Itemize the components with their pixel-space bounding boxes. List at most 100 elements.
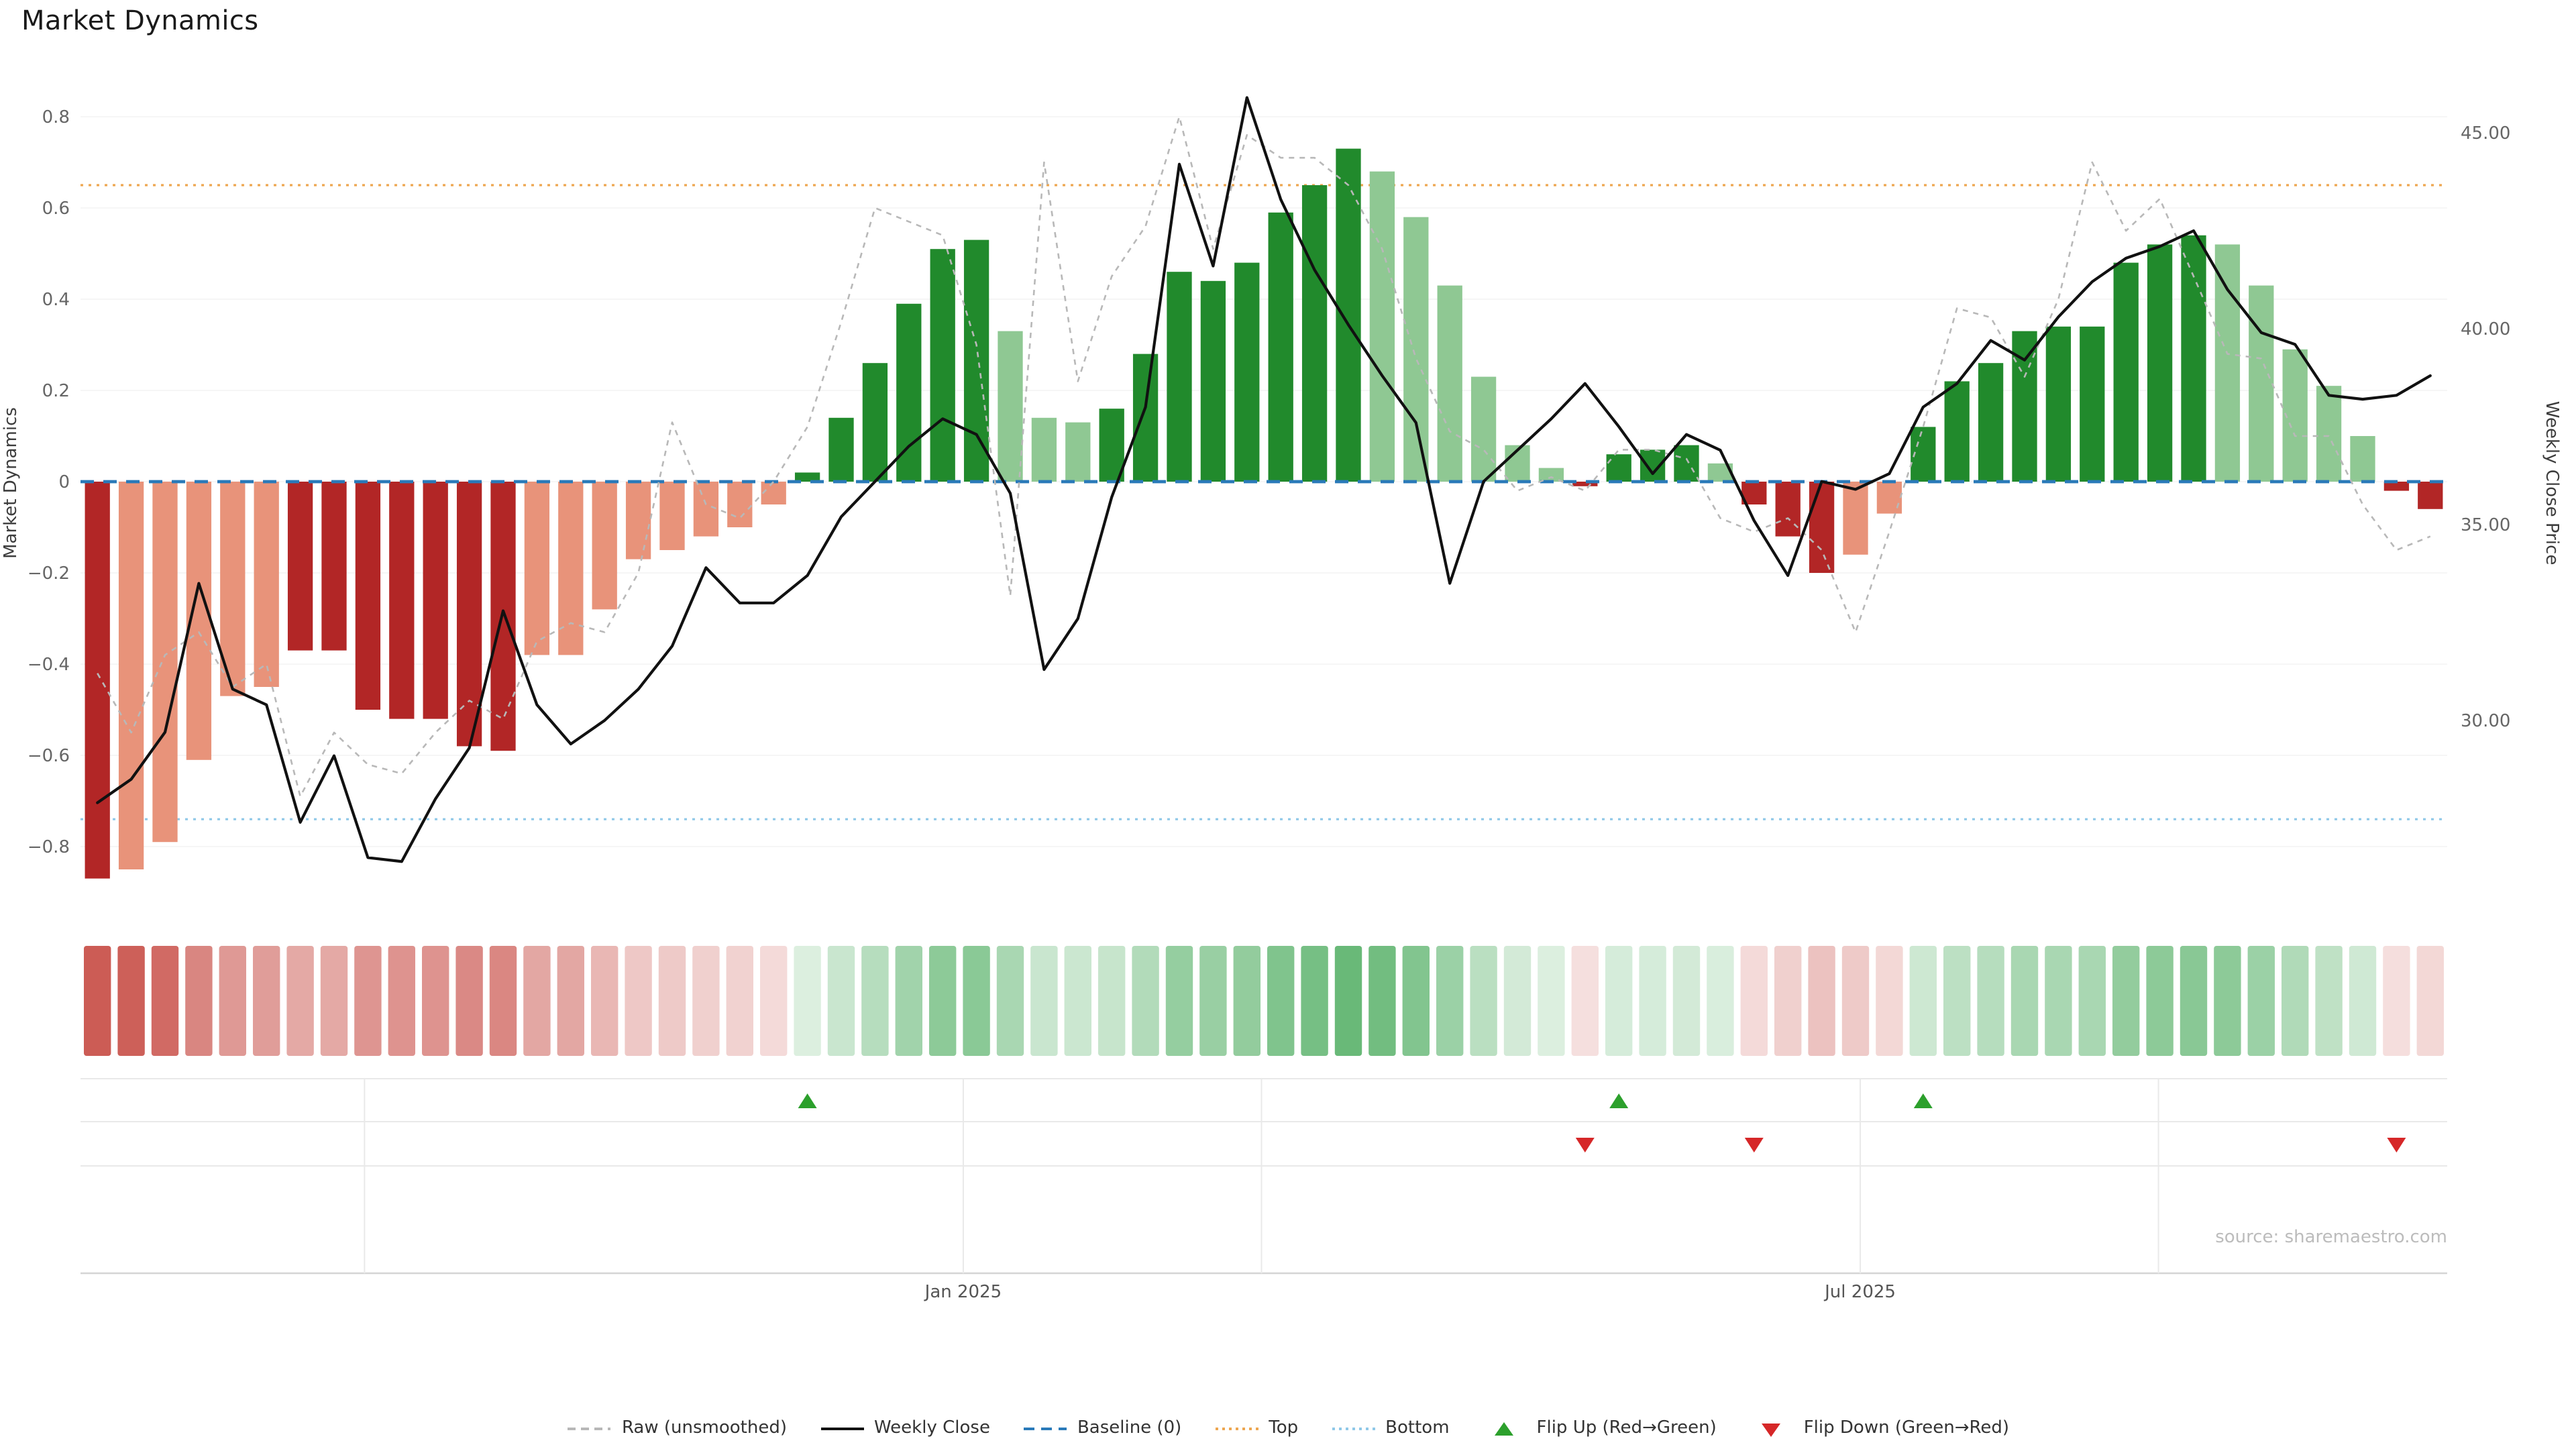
heatmap-cell — [861, 946, 889, 1056]
flip-up-marker — [1913, 1093, 1933, 1108]
dynamics-bar — [2316, 386, 2342, 482]
heatmap-cell — [658, 946, 686, 1056]
chart-legend: Raw (unsmoothed) Weekly Close Baseline (0)… — [0, 1418, 2576, 1438]
flip-up-icon — [1495, 1421, 1514, 1435]
dynamics-bar — [625, 482, 651, 559]
chart-canvas: 0.8 0.6 0.4 0.2 0 −0.2 −0.4 −0.6 −0.8 45.00 40.00 3… — [1, 96, 2562, 1302]
page-title: Market Dynamics — [21, 4, 259, 36]
dynamics-bar — [896, 303, 922, 482]
heatmap-cell — [388, 946, 415, 1056]
dynamics-bar — [1065, 422, 1091, 482]
legend-item-weekly-close: Weekly Close — [819, 1418, 990, 1438]
dynamics-bar — [321, 482, 347, 651]
dynamics-bar — [2418, 482, 2443, 509]
heatmap-cell — [354, 946, 382, 1056]
dynamics-bar — [1099, 409, 1124, 482]
dynamics-bar — [1538, 468, 1564, 482]
left-tick-label: −0.4 — [28, 655, 70, 675]
heatmap-cell — [726, 946, 753, 1056]
legend-item-flip-up: Flip Up (Red→Green) — [1482, 1418, 1717, 1438]
heatmap-cell — [760, 946, 788, 1056]
heatmap-cell — [1334, 946, 1362, 1056]
legend-label: Baseline (0) — [1077, 1418, 1182, 1438]
flip-up-marker — [798, 1093, 817, 1108]
legend-label: Raw (unsmoothed) — [621, 1418, 787, 1438]
dynamics-bar — [287, 482, 313, 651]
dynamics-bar — [152, 482, 178, 843]
heatmap-cell — [422, 946, 449, 1056]
dynamics-bar — [558, 482, 584, 655]
left-tick-label: −0.2 — [28, 564, 70, 584]
right-tick-label: 35.00 — [2461, 515, 2510, 535]
heatmap-cell — [1368, 946, 1396, 1056]
right-tick-label: 40.00 — [2461, 319, 2510, 339]
heatmap-cell — [1436, 946, 1464, 1056]
heatmap-cell — [2383, 946, 2410, 1056]
heatmap-cell — [1470, 946, 1497, 1056]
legend-item-baseline: Baseline (0) — [1022, 1418, 1181, 1438]
dynamics-bar — [2181, 235, 2206, 482]
heatmap-cell — [1233, 946, 1260, 1056]
baseline-swatch-icon — [1023, 1427, 1067, 1430]
heatmap-cell — [253, 946, 280, 1056]
dynamics-bar — [592, 482, 617, 610]
right-axis-title: Weekly Close Price — [2542, 401, 2562, 566]
dynamics-bar — [1572, 482, 1598, 486]
heatmap-cell — [185, 946, 213, 1056]
dynamics-bar — [862, 363, 888, 482]
heatmap-cell — [2349, 946, 2377, 1056]
dynamics-bar — [85, 482, 110, 879]
dynamics-bar — [118, 482, 144, 869]
heatmap-cell — [1639, 946, 1666, 1056]
dynamics-bar — [1944, 381, 1970, 482]
dynamics-bar — [1234, 262, 1260, 482]
heatmap-cell — [827, 946, 855, 1056]
heatmap-cell — [1538, 946, 1565, 1056]
heatmap-cell — [320, 946, 348, 1056]
dynamics-bar — [1674, 445, 1699, 482]
heatmap-cell — [2112, 946, 2140, 1056]
heatmap-cell — [1909, 946, 1937, 1056]
heatmap-cell — [489, 946, 517, 1056]
left-tick-label: 0.4 — [42, 290, 70, 310]
weekly-close-line — [96, 96, 2432, 863]
dynamics-bar — [1437, 285, 1462, 482]
heatmap-cell — [2416, 946, 2444, 1056]
heatmap-cell — [1707, 946, 1734, 1056]
heatmap-cell — [1199, 946, 1227, 1056]
heatmap-cell — [151, 946, 179, 1056]
top-swatch-icon — [1215, 1427, 1258, 1430]
heatmap-cell — [2214, 946, 2241, 1056]
heatmap-cell — [117, 946, 145, 1056]
chart-generated-layer: 0.8 0.6 0.4 0.2 0 −0.2 −0.4 −0.6 −0.8 45.00 40.00 3… — [28, 96, 2510, 1302]
heatmap-cell — [1064, 946, 1091, 1056]
right-tick-label: 45.00 — [2461, 123, 2510, 144]
heatmap-cell — [2315, 946, 2343, 1056]
heatmap-cell — [1605, 946, 1633, 1056]
legend-label: Bottom — [1385, 1418, 1450, 1438]
left-tick-label: −0.8 — [28, 837, 70, 857]
heatmap-cell — [1876, 946, 1903, 1056]
flip-down-marker — [1744, 1138, 1764, 1152]
heatmap-cell — [1672, 946, 1701, 1056]
dynamics-bar — [423, 482, 448, 719]
dynamics-bar — [2113, 262, 2139, 482]
heatmap-cell — [1571, 946, 1599, 1056]
heatmap-cell — [1808, 946, 1835, 1056]
heatmap-cell — [1841, 946, 1870, 1056]
left-tick-label: −0.6 — [28, 746, 70, 766]
legend-item-bottom: Bottom — [1330, 1418, 1450, 1438]
flip-down-marker — [2387, 1138, 2406, 1152]
left-tick-label: 0.6 — [42, 199, 70, 219]
x-tick-label: Jan 2025 — [924, 1282, 1002, 1302]
flip-up-marker — [1609, 1093, 1629, 1108]
bottom-swatch-icon — [1332, 1427, 1375, 1430]
heatmap-cell — [1132, 946, 1159, 1056]
dynamics-bar — [1876, 482, 1902, 514]
dynamics-bar — [693, 482, 719, 537]
legend-item-flip-down: Flip Down (Green→Red) — [1749, 1418, 2009, 1438]
dynamics-bar — [828, 417, 854, 482]
heatmap-cell — [2078, 946, 2106, 1056]
x-tick-label: Jul 2025 — [1823, 1282, 1896, 1302]
